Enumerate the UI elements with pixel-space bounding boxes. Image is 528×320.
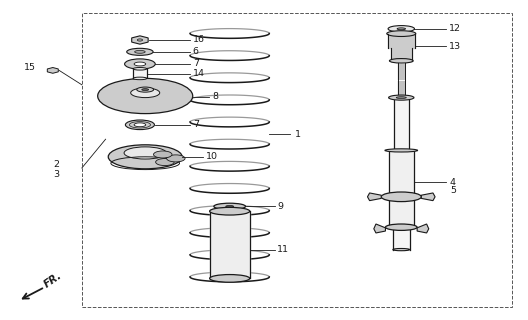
- Polygon shape: [210, 211, 250, 278]
- Ellipse shape: [167, 155, 185, 162]
- Polygon shape: [131, 36, 148, 44]
- Ellipse shape: [385, 149, 418, 152]
- Polygon shape: [133, 69, 147, 78]
- Ellipse shape: [226, 205, 234, 207]
- Polygon shape: [367, 193, 381, 201]
- Ellipse shape: [133, 77, 147, 80]
- Ellipse shape: [127, 48, 153, 55]
- Ellipse shape: [381, 192, 421, 202]
- Text: 4: 4: [450, 178, 456, 187]
- Ellipse shape: [142, 89, 149, 91]
- Text: 13: 13: [449, 42, 461, 51]
- Polygon shape: [421, 193, 435, 201]
- Polygon shape: [388, 34, 415, 48]
- Text: 5: 5: [450, 186, 456, 195]
- Ellipse shape: [389, 95, 414, 100]
- Text: 15: 15: [24, 63, 36, 72]
- Ellipse shape: [210, 207, 250, 215]
- Text: 7: 7: [193, 60, 199, 68]
- Ellipse shape: [393, 248, 410, 251]
- Ellipse shape: [156, 158, 174, 165]
- Ellipse shape: [134, 123, 146, 127]
- Ellipse shape: [396, 97, 407, 99]
- Text: 16: 16: [193, 36, 205, 44]
- Text: 10: 10: [206, 152, 218, 161]
- Text: 9: 9: [277, 202, 283, 211]
- Ellipse shape: [154, 151, 172, 158]
- Text: 6: 6: [193, 47, 199, 56]
- Text: 8: 8: [213, 92, 219, 101]
- Ellipse shape: [98, 78, 193, 114]
- Text: 12: 12: [449, 24, 461, 33]
- Ellipse shape: [386, 31, 416, 36]
- Ellipse shape: [108, 145, 182, 169]
- Ellipse shape: [397, 28, 406, 30]
- Ellipse shape: [390, 59, 413, 63]
- Ellipse shape: [210, 275, 250, 282]
- Ellipse shape: [137, 87, 154, 92]
- Text: 7: 7: [193, 120, 199, 129]
- Text: 2: 2: [53, 160, 59, 169]
- Ellipse shape: [385, 224, 417, 230]
- Polygon shape: [374, 224, 385, 233]
- Ellipse shape: [135, 51, 145, 53]
- Polygon shape: [391, 48, 412, 61]
- Ellipse shape: [137, 39, 143, 41]
- Text: 11: 11: [277, 245, 289, 254]
- Ellipse shape: [388, 26, 414, 32]
- Text: 3: 3: [53, 170, 59, 179]
- Text: 14: 14: [193, 69, 205, 78]
- Ellipse shape: [126, 120, 155, 130]
- Polygon shape: [417, 224, 429, 233]
- Text: 1: 1: [295, 130, 300, 139]
- Ellipse shape: [134, 62, 146, 66]
- Ellipse shape: [124, 147, 166, 159]
- Polygon shape: [394, 100, 409, 150]
- Ellipse shape: [133, 68, 147, 70]
- Polygon shape: [48, 68, 58, 73]
- Ellipse shape: [131, 88, 160, 98]
- Ellipse shape: [214, 203, 246, 210]
- Text: FR.: FR.: [42, 270, 64, 290]
- Polygon shape: [398, 61, 405, 96]
- Ellipse shape: [125, 59, 155, 69]
- Polygon shape: [393, 230, 410, 250]
- Polygon shape: [389, 150, 414, 227]
